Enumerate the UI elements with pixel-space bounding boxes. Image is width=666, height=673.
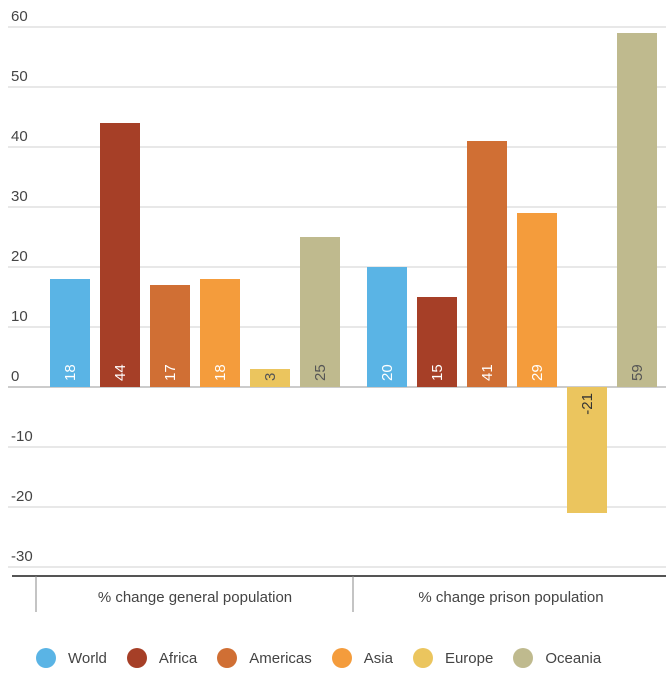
legend-swatch	[36, 648, 56, 668]
legend-item-africa: Africa	[126, 648, 198, 668]
legend-item-americas: Americas	[217, 648, 312, 668]
y-tick-label: -30	[11, 548, 33, 565]
data-label: 59	[629, 364, 646, 381]
bar-americas	[467, 141, 507, 387]
legend-label: Oceania	[545, 649, 602, 667]
y-tick-label: 0	[11, 368, 19, 385]
legend-label: Africa	[158, 649, 198, 667]
legend-label: Americas	[249, 649, 312, 667]
bar-world	[50, 279, 90, 387]
data-label: 18	[212, 364, 229, 381]
y-tick-label: 50	[11, 68, 28, 85]
bar-africa	[417, 297, 457, 387]
y-tick-label: 40	[11, 128, 28, 145]
y-tick-label: 30	[11, 188, 28, 205]
x-category-label: % change general population	[98, 589, 292, 606]
legend-swatch	[412, 648, 433, 668]
bar-asia	[200, 279, 240, 387]
data-label: 44	[112, 364, 129, 381]
bar-europe	[567, 387, 607, 513]
data-label: 41	[479, 364, 496, 381]
bars	[50, 33, 657, 513]
x-category-label: % change prison population	[418, 589, 603, 606]
bar-oceania	[617, 33, 657, 387]
bar-asia	[517, 213, 557, 387]
bar-europe	[250, 369, 290, 387]
legend-label: Asia	[363, 649, 393, 667]
data-label: 18	[62, 364, 79, 381]
bar-world	[367, 267, 407, 387]
legend-swatch	[217, 648, 238, 668]
bar-oceania	[300, 237, 340, 387]
legend-swatch	[513, 648, 534, 668]
data-label: 3	[262, 373, 279, 381]
bar-africa	[100, 123, 140, 387]
data-label: -21	[579, 393, 596, 415]
y-tick-label: -20	[11, 488, 33, 505]
legend-label: Europe	[444, 649, 494, 667]
legend-item-asia: Asia	[331, 648, 393, 668]
x-axis: % change general population % change pris…	[12, 575, 666, 612]
data-labels: 18 44 17 18 3 25 20 15 41 29 -21 59	[62, 364, 646, 414]
data-label: 17	[162, 364, 179, 381]
data-label: 25	[312, 364, 329, 381]
legend: World Africa Americas Asia Europe Oceania	[36, 648, 621, 668]
y-tick-label: -10	[11, 428, 33, 445]
data-label: 20	[379, 364, 396, 381]
legend-item-world: World	[36, 648, 107, 668]
legend-item-europe: Europe	[412, 648, 494, 668]
data-label: 29	[529, 364, 546, 381]
legend-label: World	[68, 649, 107, 667]
legend-swatch	[331, 648, 352, 668]
y-tick-label: 10	[11, 308, 28, 325]
bar-americas	[150, 285, 190, 387]
y-tick-label: 60	[11, 8, 28, 25]
y-axis-ticks: 60 50 40 30 20 10 0 -10 -20 -30	[11, 8, 33, 565]
data-label: 15	[429, 364, 446, 381]
y-tick-label: 20	[11, 248, 28, 265]
legend-item-oceania: Oceania	[513, 648, 601, 668]
legend-swatch	[126, 648, 147, 668]
bar-chart: 60 50 40 30 20 10 0 -10 -20 -30 18 44 17 18 3 25 20 15 41…	[8, 8, 666, 612]
